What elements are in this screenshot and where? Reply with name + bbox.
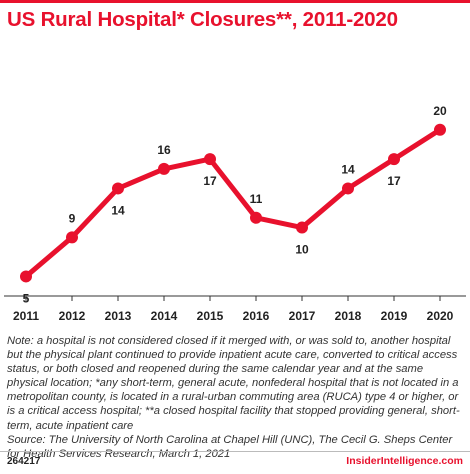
data-label-2016: 11 — [250, 192, 263, 206]
data-label-2020: 20 — [433, 104, 447, 118]
data-point-2019 — [388, 153, 400, 166]
x-tick-label-2011: 2011 — [13, 309, 39, 323]
data-label-2019: 17 — [387, 174, 401, 188]
series-line — [23, 127, 443, 279]
x-axis-tick-labels: 2011 2012 2013 2014 2015 2016 2017 2018 2019 2020 — [13, 309, 454, 323]
top-accent-rule — [0, 0, 470, 3]
data-point-2011 — [20, 270, 32, 283]
data-point-2012 — [66, 231, 78, 244]
line-chart: 2011 2012 2013 2014 2015 2016 2017 2018 2019 2020… — [4, 104, 466, 323]
data-label-2013: 14 — [111, 203, 125, 217]
data-point-2014 — [158, 162, 170, 175]
x-tick-label-2017: 2017 — [289, 309, 316, 323]
x-axis-ticks — [25, 296, 441, 301]
footer-rule — [0, 451, 470, 452]
x-tick-label-2012: 2012 — [59, 309, 86, 323]
chart-title: US Rural Hospital* Closures**, 2011-2020 — [7, 8, 398, 31]
data-label-2014: 16 — [157, 143, 171, 157]
data-label-2012: 9 — [69, 211, 76, 225]
data-labels: 5 9 14 16 17 11 10 14 17 20 — [23, 104, 447, 306]
chart-id: 264217 — [7, 456, 41, 467]
data-point-2016 — [250, 211, 262, 224]
brand-link[interactable]: InsiderIntelligence.com — [346, 455, 463, 467]
x-tick-label-2015: 2015 — [197, 309, 224, 323]
data-point-2020 — [434, 123, 446, 136]
data-label-2015: 17 — [203, 174, 217, 188]
data-point-2015 — [204, 153, 216, 166]
x-tick-label-2014: 2014 — [151, 309, 178, 323]
data-points — [20, 123, 446, 283]
x-tick-label-2018: 2018 — [335, 309, 362, 323]
data-label-2011: 5 — [23, 291, 30, 305]
x-tick-label-2013: 2013 — [105, 309, 132, 323]
x-tick-label-2020: 2020 — [427, 309, 454, 323]
data-label-2017: 10 — [295, 243, 309, 257]
chart-note: Note: a hospital is not considered close… — [7, 334, 465, 461]
data-point-2013 — [112, 182, 124, 195]
data-point-2018 — [342, 182, 354, 195]
x-tick-label-2016: 2016 — [243, 309, 270, 323]
data-label-2018: 14 — [341, 162, 355, 176]
x-tick-label-2019: 2019 — [381, 309, 408, 323]
data-point-2017 — [296, 221, 308, 234]
note-text: Note: a hospital is not considered close… — [7, 335, 460, 432]
source-text: Source: The University of North Carolina… — [7, 433, 453, 460]
